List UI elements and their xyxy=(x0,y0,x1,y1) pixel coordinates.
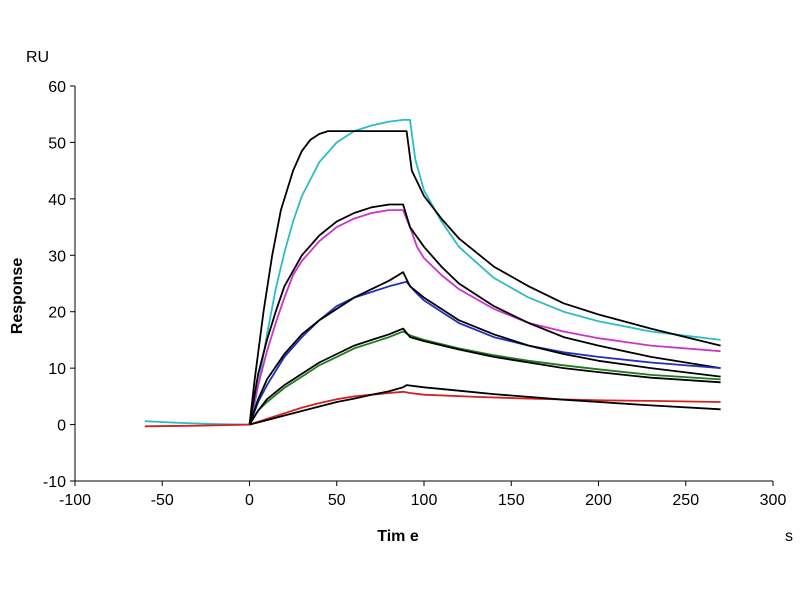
series-line-1 xyxy=(144,119,721,426)
x-tick-label: 0 xyxy=(245,492,254,509)
y-tick-label: 10 xyxy=(48,361,66,378)
x-tick-label: -100 xyxy=(59,492,91,509)
series-line-5 xyxy=(248,280,721,425)
plot-area xyxy=(144,119,721,428)
x-tick-label: 50 xyxy=(328,492,346,509)
y-tick-label: 50 xyxy=(48,135,66,152)
x-tick-label: -50 xyxy=(151,492,174,509)
series-line-8 xyxy=(248,327,721,426)
y-unit-label: RU xyxy=(26,49,49,66)
x-tick-label: 250 xyxy=(672,492,699,509)
series-line-10 xyxy=(249,384,721,426)
y-tick-label: 60 xyxy=(48,79,66,96)
x-unit-label: s xyxy=(785,528,793,545)
y-axis-title: Response xyxy=(9,258,26,335)
y-tick-label: 30 xyxy=(48,248,66,265)
series-line-7 xyxy=(248,330,721,426)
x-axis-title: Tim e xyxy=(377,528,419,545)
series-line-4 xyxy=(248,203,721,425)
y-tick-label: 0 xyxy=(57,418,66,435)
series-line-2 xyxy=(248,130,721,425)
series-line-6 xyxy=(248,271,721,425)
y-tick-label: 20 xyxy=(48,305,66,322)
series-line-9 xyxy=(144,390,721,428)
x-tick-label: 150 xyxy=(498,492,525,509)
x-tick-label: 200 xyxy=(585,492,612,509)
x-tick-label: 100 xyxy=(411,492,438,509)
y-tick-label: 40 xyxy=(48,192,66,209)
x-tick-label: 300 xyxy=(760,492,787,509)
axis-labels: RU s Tim e Response xyxy=(9,49,793,545)
y-tick-label: -10 xyxy=(43,474,66,491)
